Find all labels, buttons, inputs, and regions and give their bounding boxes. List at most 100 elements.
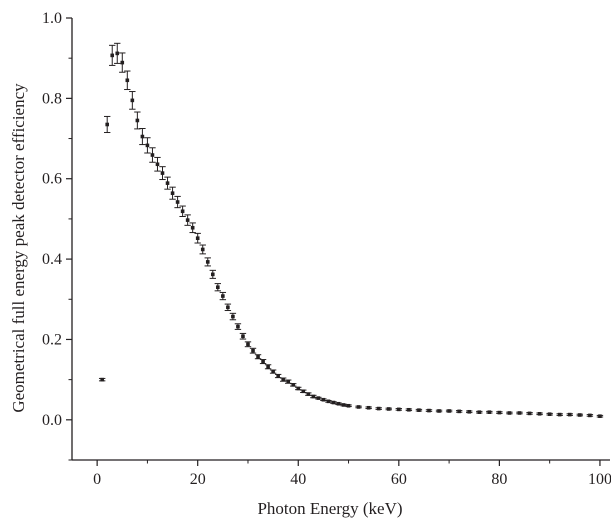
data-point [586, 413, 594, 418]
data-point [103, 115, 111, 134]
marker [160, 171, 165, 175]
x-tick-label: 80 [491, 471, 507, 488]
data-point [516, 411, 523, 415]
data-point [124, 70, 131, 91]
marker [150, 153, 155, 157]
data-point [114, 42, 121, 64]
data-point [355, 405, 362, 409]
marker [598, 414, 602, 419]
marker [120, 60, 125, 65]
marker [321, 397, 326, 402]
marker [346, 403, 351, 408]
marker [437, 409, 441, 413]
x-tick-label: 100 [588, 471, 611, 488]
data-point [526, 411, 533, 416]
x-tick-label: 20 [190, 471, 206, 488]
marker [507, 411, 512, 415]
marker [195, 236, 200, 240]
marker [241, 334, 245, 339]
x-tick-label: 40 [290, 471, 306, 488]
marker [331, 400, 336, 405]
marker [397, 407, 401, 412]
marker [427, 408, 431, 413]
data-point [249, 347, 257, 354]
data-point [445, 409, 453, 413]
data-point [224, 303, 232, 312]
marker [130, 98, 135, 103]
data-point [179, 205, 186, 217]
data-point [119, 52, 126, 73]
data-point [566, 412, 573, 417]
data-point [365, 405, 372, 410]
marker [567, 412, 572, 417]
data-point [415, 408, 423, 412]
marker [180, 209, 185, 214]
y-tick-label: 0.2 [42, 331, 62, 348]
data-point [385, 407, 392, 411]
y-tick-label: 0.6 [42, 171, 62, 188]
marker [467, 409, 472, 414]
marker [316, 396, 321, 400]
marker [140, 134, 145, 139]
marker [271, 369, 275, 374]
data-point [169, 186, 176, 200]
marker [110, 53, 115, 58]
marker [100, 377, 104, 382]
data-point [506, 411, 513, 415]
marker [356, 405, 361, 409]
marker [306, 392, 311, 396]
marker [261, 359, 265, 364]
marker [407, 407, 411, 412]
marker [588, 413, 592, 418]
chart-axes [71, 18, 610, 461]
data-point [264, 364, 272, 370]
marker [155, 162, 160, 167]
data-point [486, 410, 493, 414]
data-point [139, 128, 146, 146]
marker [205, 260, 210, 264]
marker [170, 191, 175, 195]
data-point [184, 214, 191, 226]
marker [125, 78, 130, 83]
marker [366, 405, 371, 410]
marker [175, 200, 180, 204]
marker [301, 389, 306, 394]
data-point [425, 408, 433, 413]
data-point [290, 383, 297, 387]
marker [256, 354, 260, 359]
marker [376, 406, 381, 411]
data-point [340, 403, 347, 407]
marker [251, 348, 255, 353]
y-tick-label: 0.4 [42, 251, 62, 268]
data-point [254, 354, 262, 360]
data-point [546, 412, 553, 416]
data-point [496, 410, 503, 415]
marker [296, 386, 301, 391]
marker [386, 407, 391, 411]
marker [281, 377, 285, 382]
marker [557, 412, 562, 417]
data-point [174, 195, 181, 209]
data-point [154, 156, 161, 172]
marker [417, 408, 421, 412]
data-point [234, 323, 242, 330]
data-point [199, 244, 206, 255]
data-point [536, 411, 543, 416]
data-point [259, 359, 267, 365]
marker [246, 342, 250, 347]
x-tick-label: 60 [391, 471, 407, 488]
marker [447, 409, 451, 413]
data-point [556, 412, 563, 417]
marker [311, 394, 316, 399]
marker [145, 143, 150, 148]
marker [266, 364, 270, 369]
marker [165, 181, 170, 185]
y-tick-label: 0.8 [42, 90, 62, 107]
data-point [149, 147, 156, 163]
data-point [274, 373, 282, 379]
marker [200, 247, 205, 252]
data-point [576, 413, 584, 417]
marker [135, 118, 140, 123]
marker [457, 409, 461, 414]
